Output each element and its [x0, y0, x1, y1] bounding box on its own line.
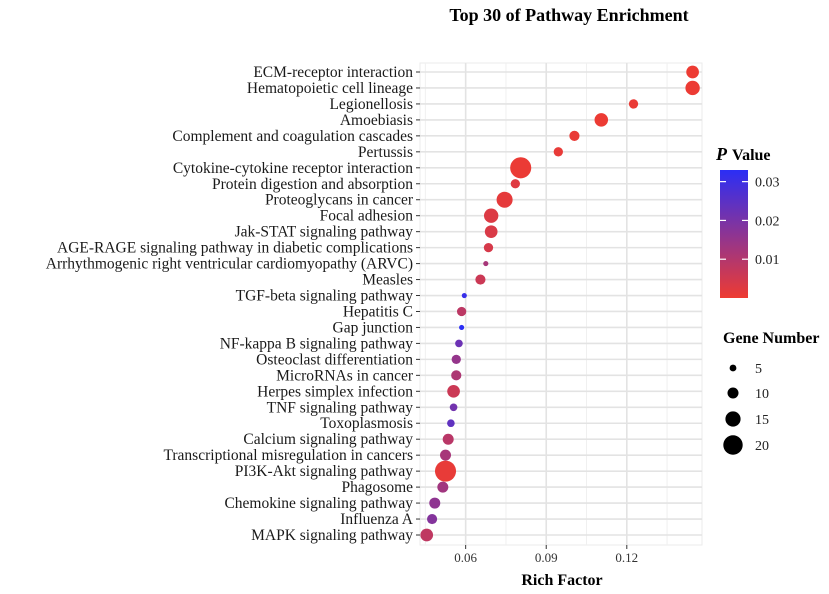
y-tick-label: Calcium signaling pathway [243, 431, 413, 448]
data-point [510, 157, 532, 179]
data-point [449, 403, 458, 412]
data-point [434, 460, 457, 482]
p-value-legend-title-rest: Value [732, 147, 771, 164]
y-tick-label: Chemokine signaling pathway [224, 495, 413, 512]
size-legend-label: 5 [755, 362, 762, 377]
y-tick-label: Protein digestion and absorption [212, 176, 413, 193]
y-tick-label: Hematopoietic cell lineage [247, 80, 413, 97]
y-tick-label: Osteoclast differentiation [256, 351, 413, 368]
data-point [429, 497, 441, 509]
chart-title: Top 30 of Pathway Enrichment [449, 5, 688, 25]
data-point [447, 419, 455, 428]
x-axis-ticks: 0.06 0.09 0.12 [454, 545, 638, 565]
p-value-legend-title: P Value [715, 144, 771, 164]
data-point [440, 449, 452, 461]
data-point [451, 370, 462, 381]
y-tick-label: Legionellosis [329, 96, 413, 113]
data-point [456, 306, 467, 317]
grid-lines [420, 63, 702, 545]
data-point [483, 208, 499, 223]
data-point [475, 274, 486, 285]
gene-number-legend-items: 5 10 15 20 [723, 362, 769, 455]
data-point [447, 384, 460, 398]
y-tick-label: TGF-beta signaling pathway [236, 288, 414, 305]
y-tick-label: Complement and coagulation cascades [172, 128, 413, 145]
size-legend-label: 15 [755, 413, 769, 428]
color-bar-ticks: 0.01 0.02 0.03 [720, 176, 780, 268]
data-point [483, 242, 494, 253]
p-value-legend-symbol: P [715, 144, 728, 164]
y-tick-label: Focal adhesion [320, 208, 414, 225]
data-point [685, 80, 700, 96]
data-point [442, 433, 454, 445]
size-legend-dot [725, 411, 741, 427]
y-tick-label: NF-kappa B signaling pathway [220, 335, 414, 352]
y-tick-label: Amoebiasis [340, 112, 413, 129]
data-point [484, 225, 498, 238]
p-value-legend: P Value 0.01 0.02 0.03 [715, 144, 780, 298]
size-legend-dot [729, 364, 737, 372]
y-tick-label: MicroRNAs in cancer [276, 367, 414, 384]
data-point [628, 99, 639, 109]
y-tick-label: PI3K-Akt signaling pathway [235, 463, 413, 480]
y-tick-label: Arrhythmogenic right ventricular cardiom… [46, 256, 413, 273]
data-point [437, 481, 449, 493]
data-point [461, 292, 467, 299]
y-tick-label: TNF signaling pathway [267, 399, 414, 416]
size-legend-label: 10 [755, 387, 769, 402]
data-point [686, 65, 699, 79]
y-tick-label: AGE-RAGE signaling pathway in diabetic c… [57, 240, 413, 257]
data-point [553, 147, 563, 157]
x-tick-label: 0.06 [454, 550, 477, 565]
y-tick-label: ECM-receptor interaction [253, 64, 413, 81]
y-tick-label: Transcriptional misregulation in cancers [163, 447, 413, 464]
y-tick-label: Cytokine-cytokine receptor interaction [173, 160, 413, 177]
color-bar-tick-label: 0.01 [755, 253, 780, 268]
y-tick-label: Measles [362, 272, 413, 289]
y-tick-label: Herpes simplex infection [257, 383, 413, 400]
gene-number-legend: Gene Number 5 10 15 20 [723, 330, 819, 455]
size-legend-label: 20 [755, 439, 769, 454]
data-point [496, 191, 513, 208]
data-point [569, 130, 580, 141]
data-point [455, 339, 463, 348]
size-legend-dot [727, 387, 739, 399]
data-point [420, 528, 434, 542]
y-tick-label: Gap junction [333, 319, 414, 336]
y-tick-label: Pertussis [358, 144, 413, 161]
y-tick-label: Phagosome [342, 479, 414, 496]
color-bar [720, 170, 748, 298]
color-bar-tick-label: 0.03 [755, 176, 780, 191]
y-tick-label: Jak-STAT signaling pathway [235, 224, 414, 241]
x-axis-title: Rich Factor [521, 572, 602, 589]
y-tick-label: Proteoglycans in cancer [265, 192, 414, 209]
color-bar-tick-label: 0.02 [755, 214, 780, 229]
y-tick-label: Influenza A [340, 511, 414, 528]
x-tick-label: 0.12 [615, 550, 638, 565]
data-point [459, 324, 465, 331]
x-tick-label: 0.09 [535, 550, 558, 565]
y-tick-label: MAPK signaling pathway [251, 527, 413, 544]
data-points [420, 65, 700, 542]
data-point [594, 113, 609, 127]
data-point [483, 261, 489, 267]
data-point [451, 354, 461, 365]
data-point [427, 513, 438, 525]
gene-number-legend-title: Gene Number [723, 330, 819, 347]
data-point [510, 179, 521, 189]
y-tick-label: Hepatitis C [343, 303, 413, 320]
plot-panel [419, 62, 703, 546]
y-tick-label: Toxoplasmosis [320, 415, 413, 432]
size-legend-dot [723, 435, 743, 455]
